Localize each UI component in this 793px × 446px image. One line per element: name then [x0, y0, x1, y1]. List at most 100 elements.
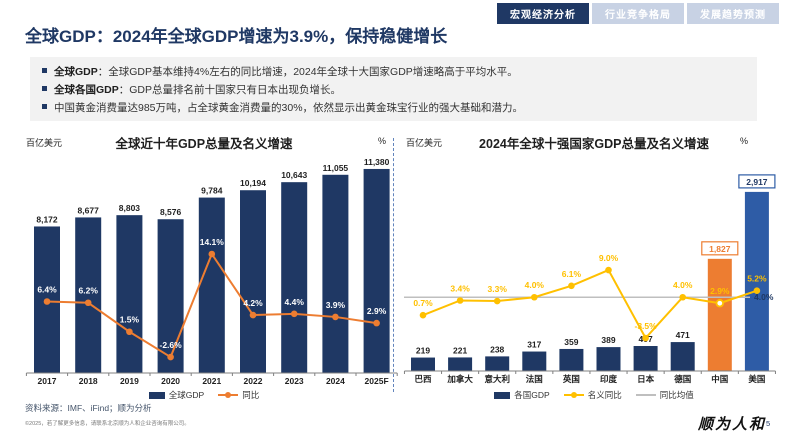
svg-text:4.4%: 4.4% — [285, 297, 305, 307]
page-number: 5 — [766, 419, 771, 428]
svg-text:2024: 2024 — [326, 376, 345, 386]
svg-text:317: 317 — [527, 340, 541, 350]
company-logo: 顺为人和 — [698, 415, 767, 433]
svg-text:8,576: 8,576 — [160, 207, 182, 217]
legend-label: 同比 — [242, 390, 260, 400]
bullet-prefix: 全球各国GDP — [54, 84, 119, 96]
svg-text:4.0%: 4.0% — [673, 280, 693, 290]
svg-text:8,172: 8,172 — [36, 214, 58, 224]
bullet-square-icon — [42, 104, 47, 109]
svg-text:9,784: 9,784 — [201, 186, 223, 196]
svg-text:359: 359 — [564, 337, 578, 347]
chart-canvas: 2192212383173593894074711,8272,9174.0%0.… — [403, 174, 776, 384]
summary-bullet: 全球各国GDP：GDP总量排名前十国家只有日本出现负增长。 — [42, 81, 747, 99]
svg-text:0.7%: 0.7% — [413, 298, 433, 308]
svg-text:219: 219 — [416, 346, 430, 356]
summary-bullet: 全球GDP：全球GDP基本维持4%左右的同比增速，2024年全球十大国家GDP增… — [42, 63, 747, 81]
svg-text:6.4%: 6.4% — [37, 285, 57, 295]
svg-text:2,917: 2,917 — [746, 177, 768, 187]
svg-text:巴西: 巴西 — [414, 374, 432, 384]
legend-item: 同比均值 — [635, 389, 694, 401]
secondary-axis-unit-label: % — [739, 136, 748, 146]
tab-macro-economy[interactable]: 宏观经济分析 — [497, 3, 589, 24]
legend-dot-icon — [225, 392, 232, 398]
chart-plot-area: 2192212383173593894074711,8272,9174.0%0.… — [398, 151, 790, 387]
svg-text:10,194: 10,194 — [240, 178, 266, 188]
bullet-body: ：GDP总量排名前十国家只有日本出现负增长。 — [118, 84, 342, 96]
svg-text:1.5%: 1.5% — [120, 315, 140, 325]
chart-plot-area: 8,172 8,677 8,803 8,576 9,784 10,194 10,643 11,… — [18, 151, 398, 387]
bullet-body: 中国黄金消费量达985万吨，占全球黄金消费量的30%，依然显示出黄金珠宝行业的强… — [54, 102, 524, 114]
chart-legend: 全球GDP 同比 — [18, 389, 390, 401]
svg-text:法国: 法国 — [526, 374, 543, 384]
svg-text:3.9%: 3.9% — [326, 300, 346, 310]
svg-text:238: 238 — [490, 344, 504, 354]
svg-text:2025F: 2025F — [365, 376, 389, 386]
svg-text:加拿大: 加拿大 — [446, 374, 473, 384]
copyright-note: ©2025，若了解更多信息，请联系北京顺为人和企业咨询有限公司。 — [25, 421, 190, 427]
bullet-text: 全球各国GDP：GDP总量排名前十国家只有日本出现负增长。 — [54, 81, 341, 99]
legend-label: 各国GDP — [514, 390, 550, 400]
tab-trend-forecast[interactable]: 发展趋势预测 — [687, 3, 779, 24]
svg-text:14.1%: 14.1% — [200, 237, 225, 247]
legend-item: 全球GDP — [148, 389, 205, 401]
legend-line-swatch-icon — [563, 392, 584, 398]
svg-text:6.1%: 6.1% — [562, 269, 582, 279]
bullet-text: 全球GDP：全球GDP基本维持4%左右的同比增速，2024年全球十大国家GDP增… — [54, 63, 518, 81]
svg-text:英国: 英国 — [562, 374, 580, 384]
secondary-axis-unit-label: % — [377, 136, 386, 146]
svg-text:印度: 印度 — [600, 374, 618, 384]
chart-divider-line — [393, 138, 394, 392]
top-nav-tabs: 宏观经济分析 行业竞争格局 发展趋势预测 — [497, 3, 779, 24]
svg-text:3.4%: 3.4% — [450, 284, 470, 294]
svg-text:5.2%: 5.2% — [747, 274, 767, 284]
global-gdp-chart: 全球近十年GDP总量及名义增速 百亿美元 % 8,172 8,677 8,803 8,… — [18, 133, 398, 405]
svg-text:德国: 德国 — [674, 374, 691, 384]
bullet-square-icon — [42, 86, 47, 91]
svg-text:389: 389 — [601, 335, 615, 345]
chart-title: 全球近十年GDP总量及名义增速 — [115, 137, 293, 151]
svg-text:美国: 美国 — [748, 374, 765, 384]
svg-text:4.2%: 4.2% — [243, 298, 263, 308]
legend-line-swatch-icon — [218, 392, 239, 398]
legend-dot-icon — [570, 392, 577, 398]
svg-text:2.9%: 2.9% — [367, 306, 387, 316]
y-axis-unit-label: 百亿美元 — [26, 138, 63, 148]
svg-text:2017: 2017 — [38, 376, 57, 386]
svg-text:6.2%: 6.2% — [79, 286, 99, 296]
legend-avg-swatch-icon — [635, 394, 656, 396]
summary-bullet-list: 全球GDP：全球GDP基本维持4%左右的同比增速，2024年全球十大国家GDP增… — [42, 63, 747, 117]
bullet-body: ：全球GDP基本维持4%左右的同比增速，2024年全球十大国家GDP增速略高于平… — [97, 66, 518, 78]
top10-countries-gdp-chart: 2024年全球十强国家GDP总量及名义增速 百亿美元 % 219 221 238 31… — [398, 133, 790, 405]
summary-box: 全球GDP：全球GDP基本维持4%左右的同比增速，2024年全球十大国家GDP增… — [30, 57, 757, 121]
bullet-text: 中国黄金消费量达985万吨，占全球黄金消费量的30%，依然显示出黄金珠宝行业的强… — [54, 99, 523, 117]
svg-text:2.9%: 2.9% — [710, 286, 730, 296]
svg-text:9.0%: 9.0% — [599, 253, 619, 263]
svg-text:意大利: 意大利 — [484, 374, 510, 384]
svg-text:10,643: 10,643 — [281, 170, 307, 180]
legend-label: 同比均值 — [659, 390, 694, 400]
chart-canvas: 8,172 8,677 8,803 8,576 9,784 10,194 10,643 11,… — [25, 157, 398, 386]
svg-text:2019: 2019 — [120, 376, 139, 386]
legend-bar-swatch-icon — [148, 391, 165, 399]
legend-item: 名义同比 — [563, 389, 622, 401]
svg-text:4.0%: 4.0% — [525, 280, 545, 290]
bullet-prefix: 全球GDP — [54, 66, 98, 78]
legend-label: 全球GDP — [168, 390, 205, 400]
legend-label: 名义同比 — [587, 390, 622, 400]
svg-text:日本: 日本 — [637, 374, 655, 384]
tab-industry-competition[interactable]: 行业竞争格局 — [592, 3, 684, 24]
svg-text:2021: 2021 — [202, 376, 221, 386]
svg-text:3.3%: 3.3% — [488, 284, 508, 294]
chart-legend: 各国GDP 名义同比 同比均值 — [398, 389, 790, 401]
data-source-note: 资料来源：IMF、iFind；顺为分析 — [25, 403, 152, 413]
legend-bar-swatch-icon — [494, 391, 511, 399]
svg-text:-2.6%: -2.6% — [159, 340, 182, 350]
svg-text:2023: 2023 — [285, 376, 304, 386]
svg-text:11,380: 11,380 — [364, 157, 390, 167]
svg-text:8,803: 8,803 — [119, 203, 141, 213]
svg-text:471: 471 — [676, 330, 690, 340]
svg-text:1,827: 1,827 — [709, 244, 731, 254]
chart-title: 2024年全球十强国家GDP总量及名义增速 — [479, 137, 709, 151]
